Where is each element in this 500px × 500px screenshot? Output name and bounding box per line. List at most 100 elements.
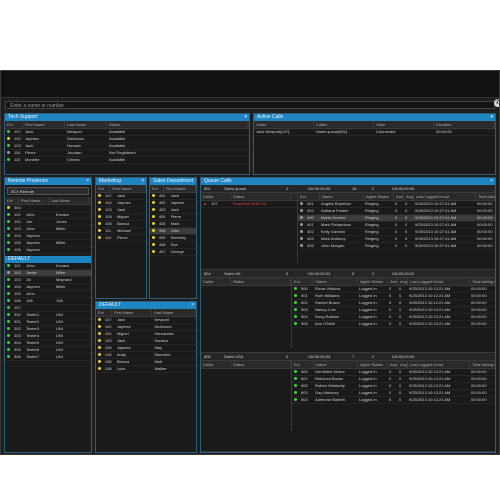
table-row[interactable]: 103 Jill Maynard — [5, 277, 91, 284]
pin-icon[interactable]: ▾ — [244, 114, 247, 120]
table-row[interactable]: 304 Tester5 UNI — [5, 340, 91, 347]
column-header: Agent Status — [358, 278, 388, 285]
agent-row[interactable]: 401 Angela Roperton Ringing 0 0 9/25/2013 10:… — [298, 201, 495, 208]
agent-row[interactable]: 601 Rebecca Brown Logged in 0 0 9/25/2013 10:… — [292, 376, 495, 383]
cell-talk: 00:00:00 — [471, 397, 487, 402]
table-row[interactable]: 407 George — [150, 249, 196, 256]
cell-first: Pierre — [170, 214, 182, 219]
table-row[interactable]: 406 Eva — [150, 242, 196, 249]
table-row[interactable]: 406 John — [150, 228, 196, 235]
close-icon[interactable]: × — [191, 302, 194, 308]
table-row[interactable]: 306 Tester7 UNI — [5, 354, 91, 361]
agent-row[interactable]: 505 Ann O'Neill Logged in 0 0 9/25/2013 10:12… — [292, 321, 495, 328]
table-row[interactable]: 107 Jack Newport — [96, 317, 196, 324]
table-row[interactable]: 105 Andy Diamond — [96, 352, 196, 359]
table-row[interactable]: 114 Pierre — [96, 235, 146, 242]
table-row[interactable]: 107 Jack Newport Available — [5, 129, 249, 136]
cell-ext: 403 — [158, 207, 166, 212]
table-row[interactable]: 403 Jack — [150, 207, 196, 214]
table-row[interactable]: 102 Jaymes Dickinson Available — [5, 136, 249, 143]
queue-waiting: 0 — [286, 271, 289, 276]
table-row[interactable]: 101 John Kovacs — [5, 263, 91, 270]
table-row[interactable]: 305 Tester6 UNI — [5, 347, 91, 354]
cell-avg: 0 — [405, 236, 408, 241]
table-row[interactable]: 104 Jaymes — [5, 233, 91, 240]
table-row[interactable]: 301 Tester2 UNI — [5, 319, 91, 326]
cell-name: Adriana Fasten — [321, 208, 349, 213]
status-dot-icon — [300, 244, 303, 247]
agent-row[interactable]: 402 Kelly Gardner Ringing 0 0 9/25/2013 10:27… — [298, 229, 495, 236]
table-row[interactable]: 405 Kimberly — [150, 235, 196, 242]
table-row[interactable]: 105 John — [5, 291, 91, 298]
table-row[interactable]: 107 — [5, 305, 91, 312]
table-row[interactable]: 303 Tester4 UNI — [5, 333, 91, 340]
queue-summary-bar[interactable]: 801 Sales queue 1 LW:00:00:00 16 2 LW:00:00:00 — [201, 185, 495, 193]
table-row[interactable]: 101 John Kovacs — [5, 212, 91, 219]
close-icon[interactable]: × — [490, 178, 493, 184]
cell-ext: 115 — [14, 157, 21, 162]
agent-row[interactable]: 502 Rachel Brown Logged in 0 0 9/25/2013 10:1… — [292, 300, 495, 307]
cell-first: Tester5 — [26, 340, 40, 345]
table-row[interactable]: 105 Jaymes Miller — [5, 240, 91, 247]
status-dot-icon — [294, 384, 297, 387]
table-row[interactable]: 103 John Miller — [5, 226, 91, 233]
queue-summary-bar[interactable]: 805 Sales USA 0 LW:00:00:00 7 2 LW:00:00:00 — [201, 353, 495, 361]
table-row[interactable]: 102 Miguel Hernandez — [96, 331, 196, 338]
agent-row[interactable]: 603 Gay Maloney Logged in 0 0 9/25/2013 10:12… — [292, 390, 495, 397]
table-row[interactable]: 108 Luke Walker — [96, 366, 196, 373]
table-row[interactable]: 106 Bianca Mott — [96, 359, 196, 366]
agent-row[interactable]: 500 Elena Volkova Logged in 0 0 9/25/2013 10:… — [292, 286, 495, 293]
table-row[interactable]: 302 Tester3 UNI — [5, 326, 91, 333]
table-row[interactable]: 111 Michael — [96, 228, 146, 235]
table-row[interactable]: 104 Jaymes Miller — [5, 284, 91, 291]
agent-row[interactable]: 400 Maria Greene Ringing 0 0 9/25/2013 10:27:… — [298, 215, 495, 222]
agent-row[interactable]: 604 Adrienne Bartlett Logged in 0 0 9/25/2013… — [292, 397, 495, 404]
group-selector[interactable]: 3CX Remote — [7, 187, 89, 195]
table-row[interactable]: 102 Jaymes — [96, 200, 146, 207]
table-row[interactable]: 405 Mark — [150, 221, 196, 228]
table-row[interactable]: 104 Jaymes May — [96, 345, 196, 352]
status-dot-icon — [300, 223, 303, 226]
agent-row[interactable]: 501 Ruth Williams Logged in 0 0 9/25/2013 10:… — [292, 293, 495, 300]
table-row[interactable]: 106 106 106 — [5, 298, 91, 305]
search-input[interactable]: Enter a name or number — [5, 101, 495, 109]
table-row[interactable]: 401 Jack — [150, 193, 196, 200]
table-row[interactable]: 102 Jamie Miller — [5, 270, 91, 277]
column-header: Total talking time — [476, 193, 495, 200]
table-row[interactable]: 103 Jack Horacio Available — [5, 143, 249, 150]
phone-icon[interactable]: ✆ — [494, 99, 499, 107]
table-row[interactable]: 102 Joe Jones — [5, 219, 91, 226]
agent-row[interactable]: 403 Mark Anthony Ringing 0 0 9/25/2013 10:27:… — [298, 236, 495, 243]
table-row[interactable]: 402 Jaymes — [150, 200, 196, 207]
close-icon[interactable]: × — [86, 178, 89, 184]
table-row[interactable]: 114 Pierre Jourdan Not Registered — [5, 150, 249, 157]
table-row[interactable]: 105 Miguel — [96, 214, 146, 221]
table-row[interactable]: 300 Tester1 UNI — [5, 312, 91, 319]
agent-row[interactable]: 600 Geraldine Moore Logged in 0 0 9/25/2013 1… — [292, 369, 495, 376]
table-row[interactable]: 103 Jack Horacio — [96, 338, 196, 345]
agent-row[interactable]: 402 Adriana Fasten Ringing 0 0 9/25/2013 10:2… — [298, 208, 495, 215]
agent-row[interactable]: 401 Mark Richardson Ringing 0 0 9/25/2013 10:… — [298, 222, 495, 229]
title-bar — [1, 71, 499, 98]
table-row[interactable]: 103 Jack — [96, 207, 146, 214]
table-row[interactable]: 106 Jaymes — [5, 247, 91, 254]
cell-status: Ringing — [365, 201, 379, 206]
cell-avg: 0 — [399, 300, 402, 305]
queue-summary-bar[interactable]: 804 Sales UK 0 LW:00:00:00 5 2 LW:00:00:02 — [201, 270, 495, 278]
agent-row[interactable]: 405 John Morgan Ringing 0 0 9/25/2013 10:27:4… — [298, 243, 495, 250]
status-dot-icon — [152, 250, 155, 253]
table-row[interactable]: 106 Bianca — [96, 221, 146, 228]
pin-icon[interactable]: ▾ — [490, 114, 493, 120]
agent-row[interactable]: 503 Nancy Cole Logged in 0 0 9/25/2013 10:12:… — [292, 307, 495, 314]
table-row[interactable]: 404 Pierre — [150, 214, 196, 221]
table-row[interactable]: 102 Jaymes Dickinson — [96, 324, 196, 331]
agent-row[interactable]: 602 Robert Wimberly Logged in 0 0 9/25/2013 1… — [292, 383, 495, 390]
cell-first: Eva — [170, 242, 178, 247]
caller-row[interactable]: ▲ 107 Required 00:00:03 — [201, 201, 297, 208]
table-row[interactable]: 115 Monette Crimes Available — [5, 157, 249, 164]
table-row[interactable]: 300 — [5, 205, 91, 212]
table-row[interactable]: Jack Newport[107] Sales queue[801] Connect… — [254, 129, 495, 136]
agent-row[interactable]: 504 Doug Ralston Logged in 0 0 9/25/2013 10:1… — [292, 314, 495, 321]
close-icon[interactable]: × — [141, 178, 144, 184]
table-row[interactable]: 107 Jack — [96, 193, 146, 200]
